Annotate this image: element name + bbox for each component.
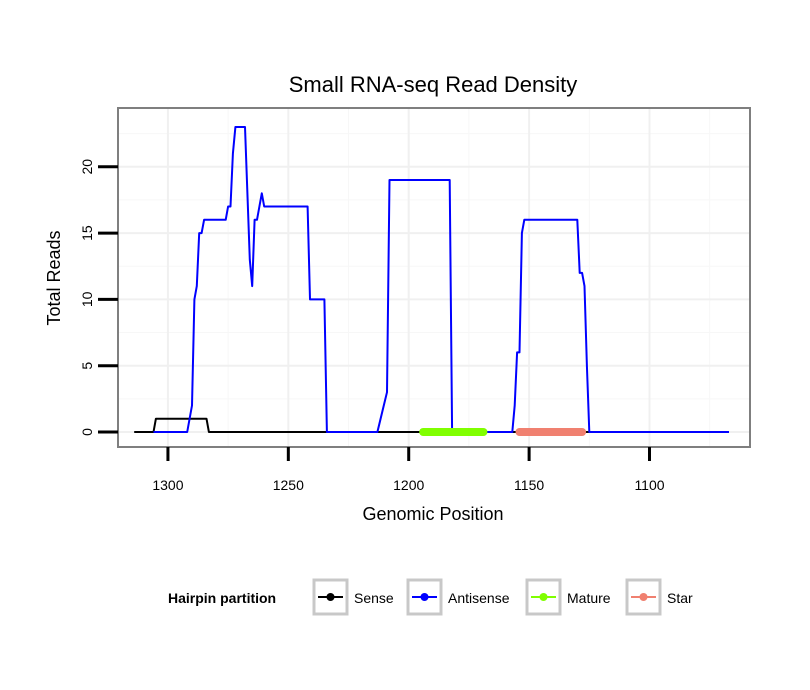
- y-tick-label: 15: [79, 225, 95, 241]
- legend-label-star: Star: [667, 590, 693, 606]
- legend: Hairpin partition Sense Antisense Mature St…: [168, 578, 693, 616]
- y-tick-label: 5: [79, 362, 95, 370]
- legend-point-antisense: [420, 593, 429, 601]
- legend-point-mature: [539, 593, 548, 601]
- x-axis-label: Genomic Position: [362, 504, 503, 524]
- x-tick-label: 1250: [273, 477, 304, 493]
- x-axis: 1300 1250 1200 1150 1100: [152, 447, 665, 493]
- legend-point-sense: [326, 593, 335, 601]
- series-line-sense: [134, 417, 729, 433]
- legend-label-antisense: Antisense: [448, 590, 510, 606]
- legend-title: Hairpin partition: [168, 590, 276, 606]
- grid-lines: [118, 108, 750, 447]
- y-axis-label: Total Reads: [44, 230, 64, 325]
- x-tick-label: 1200: [393, 477, 424, 493]
- y-tick-label: 10: [79, 291, 95, 307]
- x-tick-label: 1300: [152, 477, 183, 493]
- plot-panel: [117, 107, 751, 448]
- panel-border: [117, 107, 751, 448]
- y-tick-label: 20: [79, 159, 95, 175]
- y-tick-label: 0: [79, 428, 95, 436]
- series-layer: [134, 126, 729, 436]
- panel-background: [118, 108, 750, 447]
- x-tick-label: 1150: [514, 477, 544, 493]
- legend-label-mature: Mature: [567, 590, 611, 606]
- series-line-antisense: [153, 126, 729, 433]
- legend-label-sense: Sense: [354, 590, 394, 606]
- x-tick-label: 1100: [634, 477, 664, 493]
- chart-title: Small RNA-seq Read Density: [289, 72, 578, 97]
- y-axis: 0 5 10 15 20: [79, 159, 118, 436]
- legend-point-star: [639, 593, 648, 601]
